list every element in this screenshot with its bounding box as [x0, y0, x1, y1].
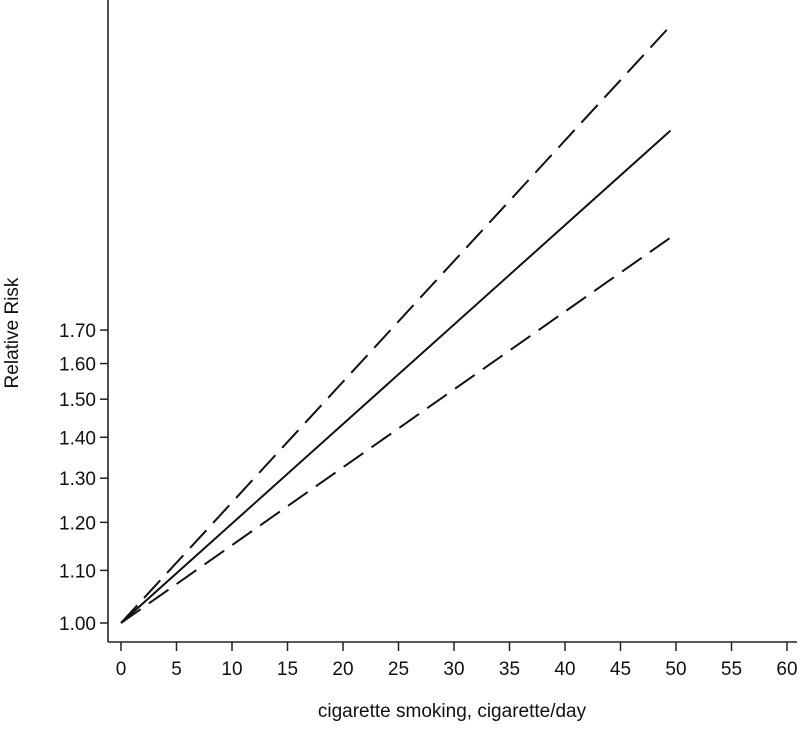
- x-tick-label: 20: [332, 659, 353, 680]
- series-line-estimate: [120, 129, 672, 624]
- y-tick-label: 1.50: [59, 390, 96, 411]
- x-tick-label: 25: [388, 659, 409, 680]
- x-tick-label: 50: [665, 659, 686, 680]
- y-tick-label: 1.60: [59, 355, 96, 376]
- y-tick-label: 1.30: [59, 469, 96, 490]
- x-tick-label: 0: [116, 659, 127, 680]
- y-tick-label: 1.20: [59, 513, 96, 534]
- y-tick-label: 1.00: [59, 614, 96, 635]
- y-axis-title: Relative Risk: [2, 277, 23, 388]
- y-tick-label: 1.40: [59, 428, 96, 449]
- x-tick-label: 55: [721, 659, 742, 680]
- x-tick-label: 45: [610, 659, 631, 680]
- x-tick-label: 40: [554, 659, 575, 680]
- x-tick-label: 10: [221, 659, 242, 680]
- x-tick-label: 35: [499, 659, 520, 680]
- x-tick-label: 5: [171, 659, 182, 680]
- series-line-lower-95-ci: [120, 236, 672, 624]
- y-tick-label: 1.10: [59, 561, 96, 582]
- x-tick-label: 60: [776, 659, 797, 680]
- series-line-upper-95-ci: [120, 25, 672, 624]
- x-tick-label: 30: [443, 659, 464, 680]
- x-tick-label: 15: [277, 659, 298, 680]
- y-tick-label: 1.70: [59, 321, 96, 342]
- x-axis-title: cigarette smoking, cigarette/day: [318, 701, 587, 722]
